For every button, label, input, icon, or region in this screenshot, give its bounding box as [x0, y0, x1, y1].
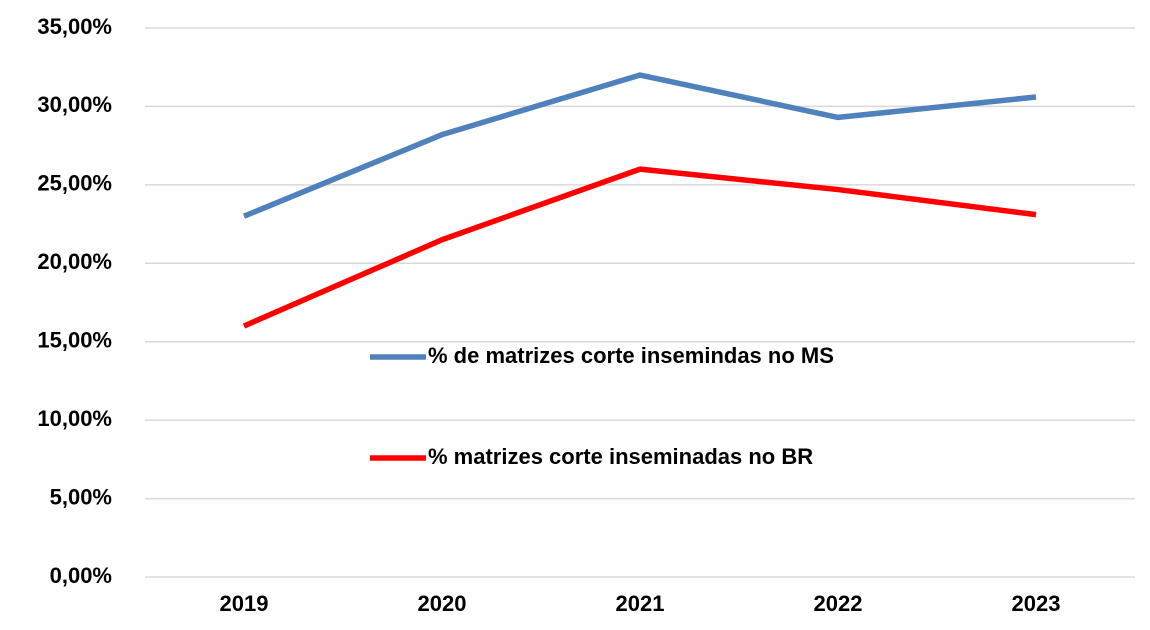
x-tick-label: 2022 [814, 591, 863, 616]
y-tick-label: 25,00% [37, 171, 112, 196]
y-tick-label: 15,00% [37, 328, 112, 353]
y-tick-label: 0,00% [50, 563, 112, 588]
y-tick-label: 30,00% [37, 92, 112, 117]
legend-label: % de matrizes corte insemindas no MS [428, 343, 834, 368]
y-tick-label: 35,00% [37, 14, 112, 39]
x-tick-label: 2019 [220, 591, 269, 616]
y-tick-label: 5,00% [50, 484, 112, 509]
x-tick-label: 2021 [616, 591, 665, 616]
x-tick-label: 2023 [1012, 591, 1061, 616]
line-series [242, 72, 1037, 219]
line-series [242, 166, 1037, 329]
legend-label: % matrizes corte inseminadas no BR [428, 444, 813, 469]
x-tick-label: 2020 [418, 591, 467, 616]
y-tick-label: 20,00% [37, 249, 112, 274]
y-tick-label: 10,00% [37, 406, 112, 431]
